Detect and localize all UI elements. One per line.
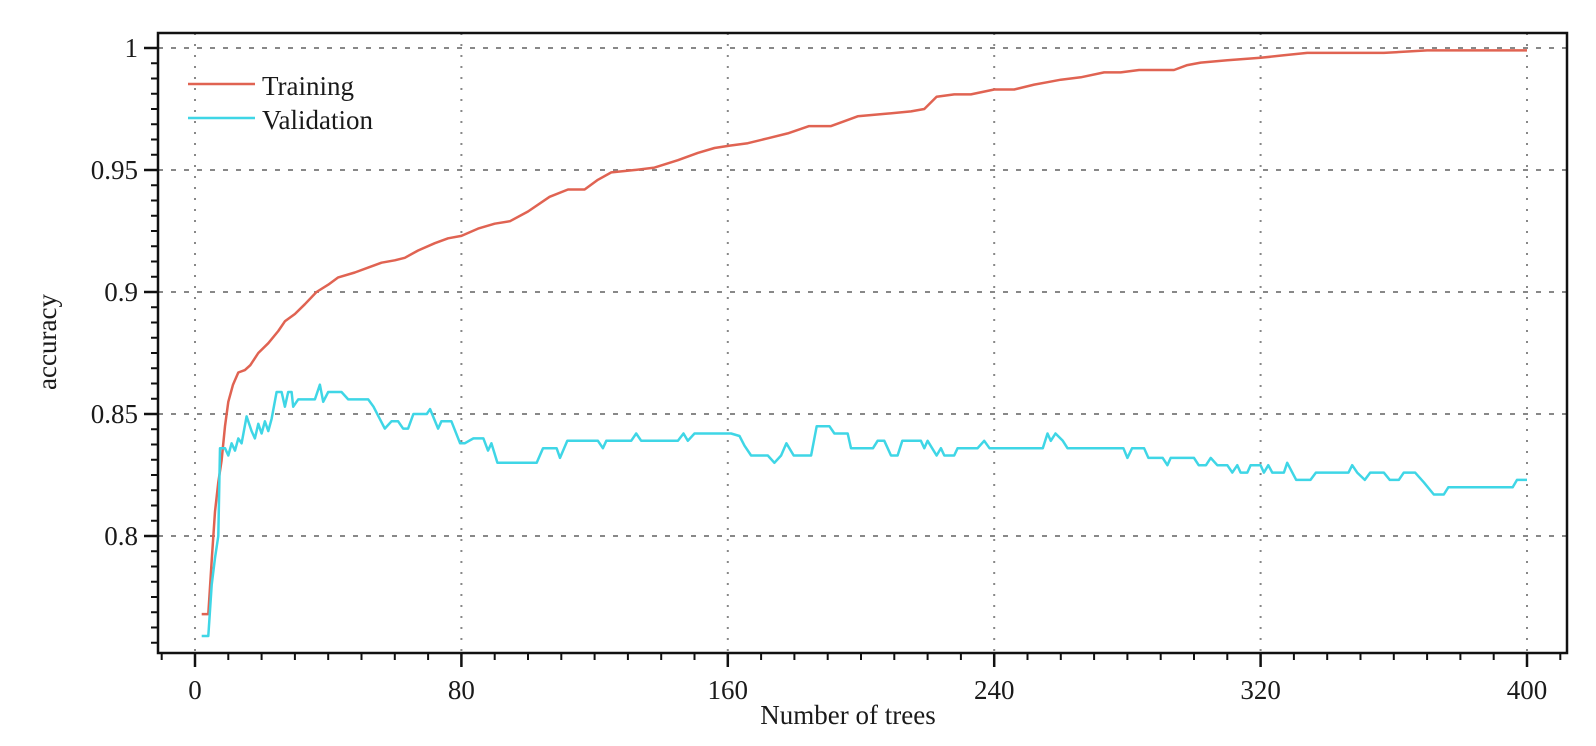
x-tick-label: 160 <box>708 675 749 705</box>
legend: Training Validation <box>188 71 373 135</box>
y-tick-label: 0.85 <box>91 399 138 429</box>
series-lines <box>201 49 1527 638</box>
legend-label-validation: Validation <box>262 105 373 135</box>
y-tick-label: 0.9 <box>104 277 138 307</box>
series-line-validation <box>201 383 1527 638</box>
x-axis-title: Number of trees <box>760 700 935 730</box>
series-line-training <box>201 49 1527 616</box>
y-tick-label: 0.8 <box>104 521 138 551</box>
plot-frame <box>156 31 1569 655</box>
x-tick-label: 320 <box>1240 675 1281 705</box>
x-tick-label: 0 <box>188 675 202 705</box>
x-tick-label: 240 <box>974 675 1015 705</box>
x-tick-label: 80 <box>448 675 475 705</box>
x-tick-label: 400 <box>1507 675 1548 705</box>
y-axis-title: accuracy <box>32 294 62 390</box>
axis-ticks: 0 80 160 240 320 400 0.8 0.85 0.9 0.95 1 <box>91 33 1562 705</box>
legend-label-training: Training <box>262 71 354 101</box>
grid-lines <box>158 33 1567 653</box>
y-tick-label: 1 <box>125 33 139 63</box>
y-tick-label: 0.95 <box>91 155 138 185</box>
